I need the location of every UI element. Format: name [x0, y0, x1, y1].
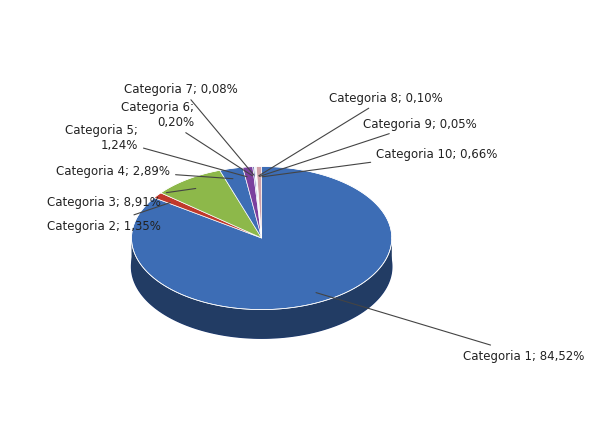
Polygon shape	[132, 239, 392, 339]
Polygon shape	[161, 171, 262, 238]
Polygon shape	[154, 194, 262, 238]
Polygon shape	[243, 167, 262, 238]
Polygon shape	[253, 167, 262, 238]
Polygon shape	[256, 167, 262, 238]
Polygon shape	[220, 168, 262, 238]
Polygon shape	[256, 167, 262, 238]
Text: Categoria 7; 0,08%: Categoria 7; 0,08%	[125, 83, 254, 176]
Text: Categoria 9; 0,05%: Categoria 9; 0,05%	[260, 118, 477, 177]
Text: Categoria 4; 2,89%: Categoria 4; 2,89%	[56, 165, 233, 179]
Text: Categoria 6;
0,20%: Categoria 6; 0,20%	[121, 101, 253, 177]
Polygon shape	[132, 167, 392, 310]
Polygon shape	[132, 196, 392, 339]
Text: Categoria 5;
1,24%: Categoria 5; 1,24%	[65, 123, 247, 177]
Text: Categoria 3; 8,91%: Categoria 3; 8,91%	[47, 189, 196, 208]
Text: Categoria 10; 0,66%: Categoria 10; 0,66%	[262, 148, 498, 177]
Text: Categoria 8; 0,10%: Categoria 8; 0,10%	[259, 92, 443, 177]
Polygon shape	[254, 167, 262, 238]
Polygon shape	[255, 167, 262, 238]
Text: Categoria 1; 84,52%: Categoria 1; 84,52%	[316, 293, 585, 362]
Text: Categoria 2; 1,35%: Categoria 2; 1,35%	[47, 203, 170, 232]
